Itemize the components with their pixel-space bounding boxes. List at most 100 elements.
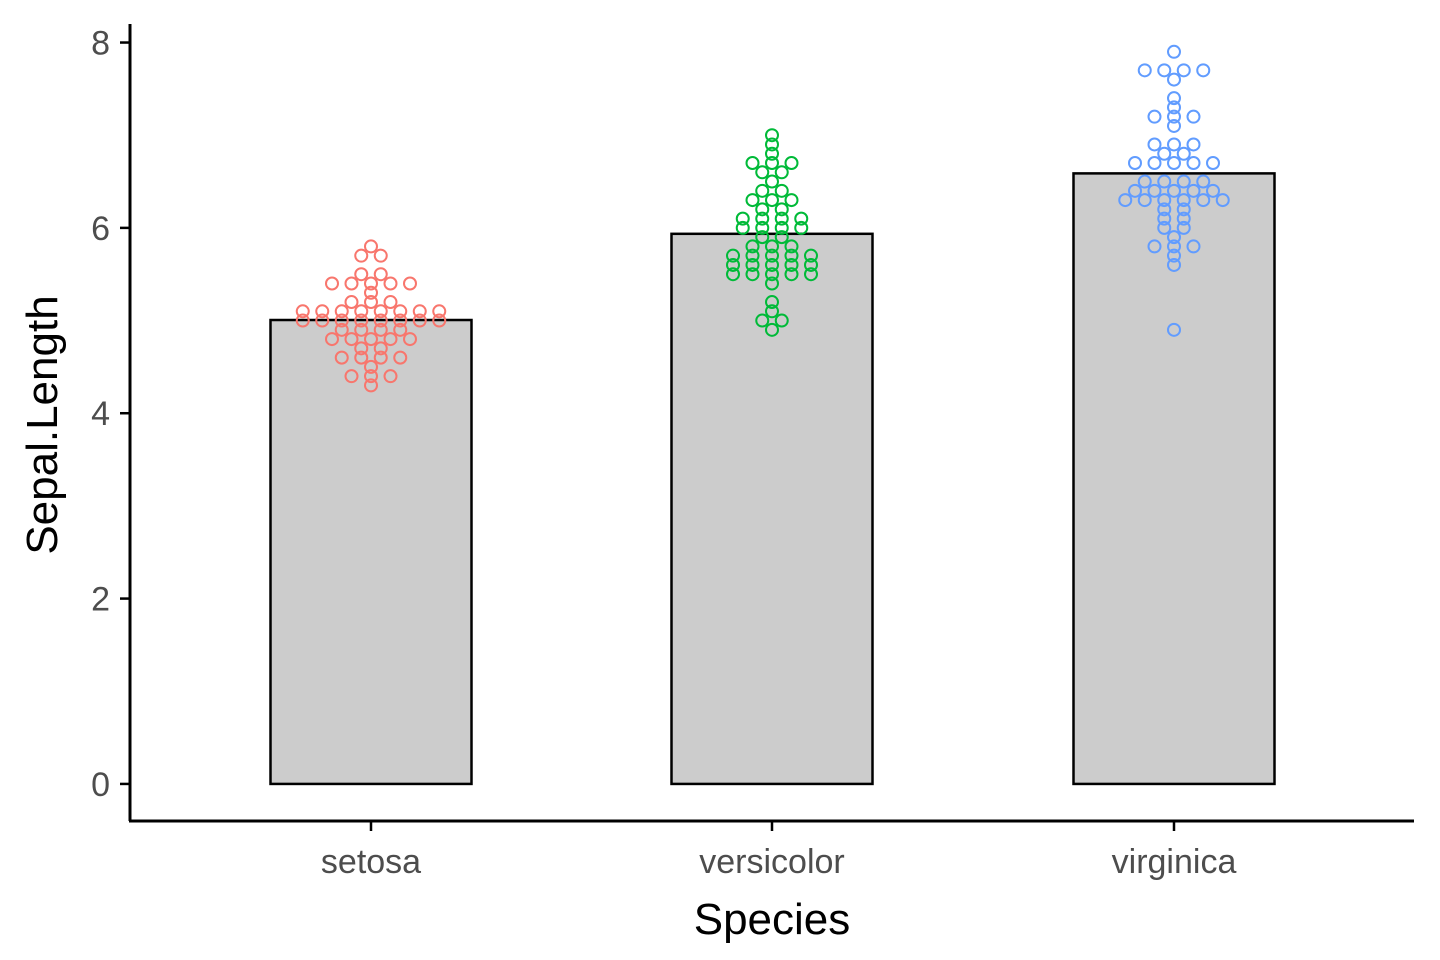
bar-virginica [1072,172,1276,786]
point-versicolor [726,257,740,272]
point-virginica [1128,156,1142,171]
point-versicolor [794,211,809,226]
point-setosa [344,276,359,291]
point-setosa [364,359,378,374]
point-setosa [364,369,378,384]
point-setosa [383,276,398,291]
point-virginica [1167,137,1181,152]
point-versicolor [745,193,760,208]
point-virginica [1176,211,1191,226]
point-setosa [373,267,388,282]
point-virginica [1157,146,1172,161]
point-virginica [1186,137,1201,152]
point-setosa [393,304,408,319]
point-virginica [1157,220,1172,235]
point-setosa [403,332,417,347]
point-virginica [1196,174,1211,189]
point-versicolor [765,156,779,171]
point-virginica [1157,193,1172,208]
point-virginica [1167,109,1181,124]
point-virginica [1206,156,1220,171]
point-versicolor [755,202,770,217]
point-setosa [373,350,388,365]
point-virginica [1176,63,1191,78]
point-versicolor [765,128,779,143]
bar-setosa [269,318,473,786]
point-versicolor [765,295,779,310]
point-virginica [1167,44,1181,59]
y-tick-label: 8 [91,25,110,63]
point-setosa [354,341,369,356]
point-setosa [383,369,398,384]
point-versicolor [784,267,799,282]
point-setosa [373,248,388,263]
point-versicolor [765,267,779,282]
point-versicolor [784,239,799,254]
point-virginica [1167,248,1181,263]
point-versicolor [774,202,789,217]
point-versicolor [765,239,779,254]
point-virginica [1176,193,1191,208]
point-virginica [1167,183,1181,198]
point-versicolor [784,257,799,272]
point-setosa [373,304,388,319]
point-setosa [354,313,369,328]
point-setosa [393,313,408,328]
point-versicolor [726,248,740,263]
point-versicolor [765,248,779,263]
point-virginica [1157,63,1172,78]
point-setosa [373,341,388,356]
point-versicolor [774,183,789,198]
point-virginica [1186,183,1201,198]
point-versicolor [735,220,750,235]
point-virginica [1167,239,1181,254]
y-tick-label: 0 [91,766,110,804]
point-versicolor [745,156,760,171]
point-virginica [1167,322,1181,337]
point-setosa [334,313,349,328]
x-axis-title: Species [694,895,851,944]
point-virginica [1137,174,1152,189]
point-setosa [364,276,378,291]
point-versicolor [784,248,799,263]
bar-versicolor [670,232,874,786]
point-versicolor [726,267,740,282]
point-virginica [1147,156,1162,171]
point-setosa [383,332,398,347]
point-versicolor [735,211,750,226]
point-versicolor [755,183,770,198]
point-virginica [1206,183,1220,198]
point-versicolor [804,267,818,282]
point-versicolor [755,211,770,226]
point-versicolor [745,239,760,254]
point-virginica [1157,174,1172,189]
point-virginica [1137,193,1152,208]
point-setosa [344,369,359,384]
point-setosa [354,248,369,263]
point-setosa [403,276,417,291]
point-setosa [315,304,330,319]
x-tick-label: virginica [1112,843,1237,881]
point-setosa [295,313,310,328]
point-setosa [383,295,398,310]
point-setosa [354,322,369,337]
point-setosa [393,322,408,337]
point-setosa [325,276,339,291]
point-versicolor [784,156,799,171]
y-tick-label: 2 [91,581,110,619]
point-versicolor [794,220,809,235]
point-setosa [412,313,427,328]
y-axis-title: Sepal.Length [18,295,67,554]
point-versicolor [774,220,789,235]
point-versicolor [765,193,779,208]
point-virginica [1157,202,1172,217]
point-setosa [344,295,359,310]
point-virginica [1128,183,1142,198]
point-virginica [1167,100,1181,115]
point-setosa [354,304,369,319]
point-setosa [364,239,378,254]
point-versicolor [765,137,779,152]
point-versicolor [765,322,779,337]
point-virginica [1157,211,1172,226]
